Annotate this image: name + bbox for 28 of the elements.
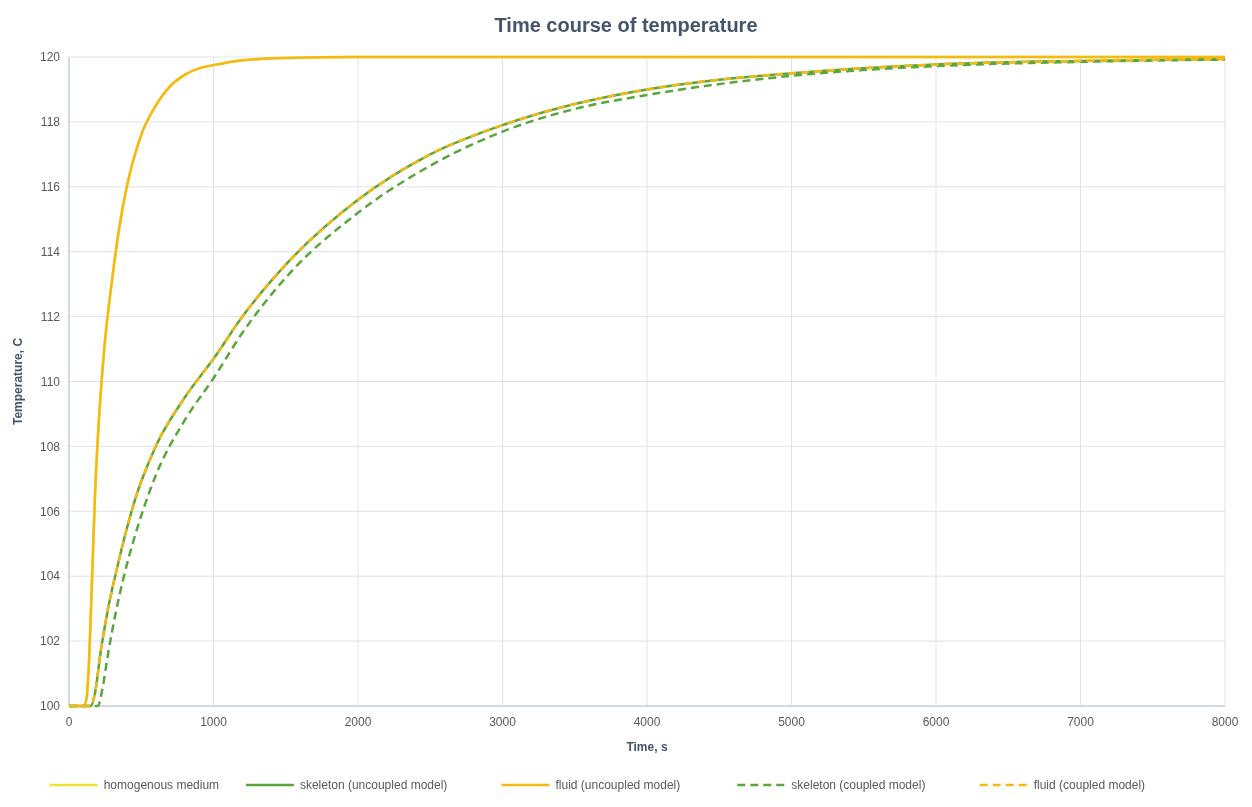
x-axis-title: Time, s xyxy=(626,740,668,754)
legend-label: skeleton (coupled model) xyxy=(791,778,926,792)
y-tick-label: 104 xyxy=(39,569,61,584)
x-tick-label: 4000 xyxy=(633,715,661,729)
y-tick-label: 112 xyxy=(40,309,61,324)
y-tick-label: 114 xyxy=(40,244,61,259)
x-tick-label: 2000 xyxy=(344,715,372,729)
y-tick-label: 108 xyxy=(39,439,61,454)
legend-label: homogenous medium xyxy=(103,778,220,792)
legend-label: skeleton (uncoupled model) xyxy=(299,778,448,792)
legend-label: fluid (uncoupled model) xyxy=(555,778,681,792)
legend-label: fluid (coupled model) xyxy=(1033,778,1146,792)
x-tick-label: 3000 xyxy=(489,715,517,729)
chart-title: Time course of temperature xyxy=(494,14,758,36)
x-tick-label: 1000 xyxy=(200,715,228,729)
x-tick-label: 6000 xyxy=(922,715,950,729)
y-tick-label: 118 xyxy=(40,115,61,130)
y-tick-label: 120 xyxy=(39,50,61,65)
y-tick-label: 106 xyxy=(39,504,61,519)
x-tick-label: 8000 xyxy=(1211,715,1239,729)
x-tick-label: 5000 xyxy=(778,715,806,729)
y-tick-label: 110 xyxy=(40,374,61,389)
x-tick-label: 0 xyxy=(65,715,73,729)
x-tick-label: 7000 xyxy=(1067,715,1095,729)
y-tick-label: 100 xyxy=(39,699,61,714)
y-tick-label: 116 xyxy=(40,180,61,194)
y-axis-title: Temperature, C xyxy=(11,337,25,426)
y-tick-label: 102 xyxy=(39,634,61,649)
